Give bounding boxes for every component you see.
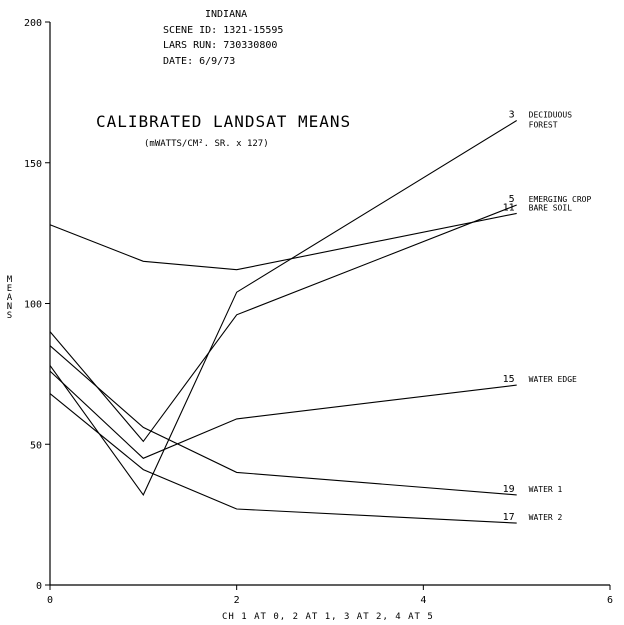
series-label-17: WATER 2: [529, 513, 563, 522]
y-tick-label: 0: [36, 581, 42, 592]
series-number-17: 17: [503, 512, 515, 523]
header-scene-id: SCENE ID: 1321-15595: [163, 25, 283, 36]
y-tick-label: 50: [30, 440, 42, 451]
y-axis-title-letter: E: [7, 284, 13, 294]
series-number-19: 19: [503, 484, 515, 495]
y-axis-ticks: 0 50 100 150 200: [24, 18, 50, 592]
header-state: INDIANA: [205, 9, 247, 20]
series-label-11: BARE SOIL: [529, 203, 573, 212]
series-label-3: DECIDUOUS: [529, 111, 573, 120]
x-tick-label: 4: [420, 595, 426, 606]
y-tick-label: 150: [24, 159, 42, 170]
x-tick-label: 0: [47, 595, 53, 606]
header-date: DATE: 6/9/73: [163, 56, 235, 67]
y-axis-title-letter: N: [7, 302, 13, 312]
chart-subtitle: (mWATTS/CM². SR. x 127): [144, 139, 269, 149]
series-line-17: [49, 393, 517, 524]
series-number-11: 11: [503, 202, 515, 213]
series-number-5: 5: [509, 194, 515, 205]
series-line-11: [49, 212, 517, 271]
x-tick-label: 2: [234, 595, 240, 606]
header-lars-run: LARS RUN: 730330800: [163, 40, 277, 51]
y-tick-label: 100: [24, 300, 42, 311]
series-label-15: WATER EDGE: [529, 375, 577, 384]
y-axis-title-letter: M: [7, 275, 13, 285]
x-tick-label: 6: [607, 595, 613, 606]
series-line-19: [49, 345, 517, 496]
y-axis-title-letter: A: [7, 293, 13, 303]
series-label-5: EMERGING CROP: [529, 195, 592, 204]
series-label-3: FOREST: [529, 121, 558, 130]
series-label-19: WATER 1: [529, 485, 563, 494]
y-axis-title-letter: S: [7, 311, 13, 321]
series-line-15: [49, 370, 517, 459]
header-block: INDIANA SCENE ID: 1321-15595 LARS RUN: 7…: [163, 9, 283, 67]
y-tick-label: 200: [24, 18, 42, 29]
x-axis-title: CH 1 AT 0, 2 AT 1, 3 AT 2, 4 AT 5: [222, 612, 434, 622]
series-line-3: [49, 120, 517, 496]
chart-title: CALIBRATED LANDSAT MEANS: [96, 112, 351, 131]
y-axis-title: MEANS: [7, 275, 13, 321]
series-number-15: 15: [503, 374, 515, 385]
series-line-5: [49, 204, 517, 443]
x-axis-ticks: 0 2 4 6: [47, 585, 613, 606]
series-number-3: 3: [509, 110, 515, 121]
